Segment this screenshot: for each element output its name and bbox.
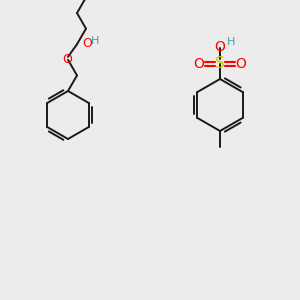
Text: H: H: [227, 37, 235, 47]
Text: H: H: [91, 36, 99, 46]
Text: O: O: [236, 57, 246, 71]
Text: O: O: [62, 53, 72, 66]
Text: O: O: [214, 40, 225, 54]
Text: O: O: [82, 37, 92, 50]
Text: S: S: [215, 56, 225, 71]
Text: O: O: [194, 57, 204, 71]
